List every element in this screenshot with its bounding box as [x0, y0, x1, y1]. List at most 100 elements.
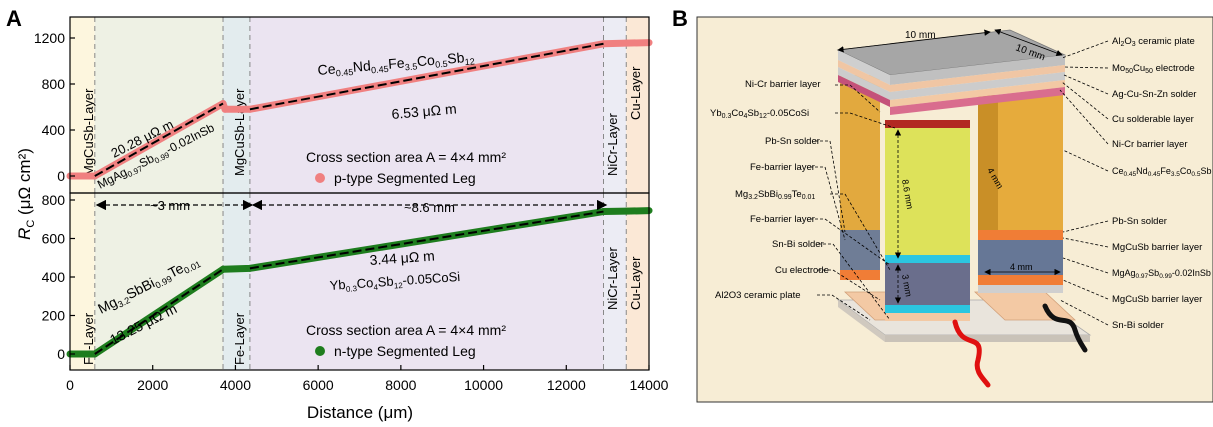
region-0	[70, 193, 95, 370]
fit-line-0	[94, 102, 224, 177]
right-leader-7	[1062, 237, 1109, 248]
left-label-9: Al2O3 ceramic plate	[715, 290, 801, 301]
left-leader-1	[835, 112, 896, 129]
left-label-7: Sn-Bi solder	[772, 239, 824, 250]
x-ticks: 0 2000 4000 6000 8000 10000 12000 14000	[66, 365, 669, 393]
top-layer-label-3: NiCr-Layer	[605, 112, 620, 176]
right-leader-6	[1062, 220, 1109, 233]
data-point-6	[622, 39, 630, 47]
left-leader-4	[830, 193, 891, 271]
right-leader-0	[1061, 40, 1109, 59]
right-label-10: MgCuSb barrier layer	[1112, 294, 1202, 305]
x-tick-label-4: 8000	[385, 377, 416, 393]
top-seg2-slope: 6.53 μΩ m	[391, 100, 457, 122]
left-label-6: Fe-barrier layer	[750, 214, 815, 225]
dim-top2-line	[994, 28, 1063, 57]
bottom-layer-label-2: Fe-Layer	[232, 312, 247, 365]
right-label-7: Pb-Sn solder	[1112, 216, 1167, 227]
right-leader-4	[1059, 89, 1109, 145]
black-wire	[1042, 303, 1088, 353]
region-4	[603, 193, 627, 370]
dim2-text: ~8.6 mm	[404, 200, 455, 215]
n-leg-front-lower	[885, 263, 970, 305]
red-wire	[952, 319, 991, 388]
right-leader-2	[1063, 74, 1109, 95]
fit-line-1	[249, 42, 604, 111]
x-axis-label: Distance (μm)	[307, 403, 413, 422]
y-tick-label-3: 600	[42, 231, 66, 247]
bottom-plot-frame	[69, 192, 650, 371]
right-leader-8	[1062, 257, 1109, 274]
x-tick-label-6: 12000	[547, 377, 586, 393]
y-tick-label-1: 200	[42, 308, 66, 324]
right-label-4: Cu solderable layer	[1112, 114, 1194, 125]
data-point-3	[221, 105, 229, 113]
fit-line-1	[249, 210, 604, 270]
p-type-legend-marker	[315, 173, 325, 183]
left-leader-lines	[810, 84, 896, 321]
left-leader-6	[818, 243, 891, 321]
right-label-2: Mo50Cu50 electrode	[1112, 63, 1195, 75]
region-0	[70, 17, 95, 193]
y-tick-label-0: 0	[57, 346, 65, 362]
region-5	[626, 193, 649, 370]
left-label-8: Cu electrode	[775, 265, 829, 276]
x-tick-label-7: 14000	[630, 377, 669, 393]
y-axis-label: RC (μΩ cm²)	[15, 148, 37, 240]
right-leader-lines	[1059, 40, 1109, 326]
right-label-3: Ag-Cu-Sn-Zn solder	[1112, 89, 1196, 100]
region-3	[249, 17, 604, 193]
y-tick-label-4: 800	[42, 192, 66, 208]
dim-top1-line	[837, 29, 991, 53]
bottom-layer-label-4: Cu-Layer	[628, 256, 643, 310]
left-leader-7	[818, 269, 881, 301]
n-leg-back-upper	[840, 75, 880, 230]
region-2	[223, 17, 250, 193]
top-plot-regions	[70, 17, 649, 193]
x-tick-label-0: 0	[66, 377, 74, 393]
y-tick-label-2: 400	[42, 269, 66, 285]
right-leader-1	[1063, 66, 1109, 69]
dim1-text: ~3 mm	[150, 198, 190, 213]
right-label-6: Ce0.45Nd0.45Fe3.5Co0.5Sb	[1112, 166, 1211, 178]
panel-a: MgCuSb-Layer MgCuSb-Layer NiCr-Layer Cu-…	[15, 16, 669, 422]
bottom-plot-boundaries	[94, 193, 627, 370]
p-type-legend-label: p-type Segmented Leg	[334, 170, 476, 186]
y-tick-label-3: 1200	[34, 30, 65, 46]
x-tick-label-1: 2000	[137, 377, 168, 393]
top-layer-label-1: MgCuSb-Layer	[81, 88, 96, 176]
y-tick-label-2: 800	[42, 76, 66, 92]
top-y-ticks: 0 400 800 1200	[34, 30, 75, 184]
bottom-plot-regions	[70, 193, 649, 370]
region-5	[626, 17, 649, 193]
right-leader-10	[1059, 299, 1109, 326]
left-leader-0	[835, 84, 881, 113]
top-layer-label-2: MgCuSb-Layer	[232, 88, 247, 176]
n-type-legend-marker	[315, 346, 325, 356]
left-leader-2	[815, 140, 846, 233]
panel-a-letter: A	[6, 6, 22, 31]
left-label-2: Yb0.3Co4Sb12-0.05CoSi	[710, 108, 809, 120]
left-label-3: Pb-Sn solder	[765, 136, 820, 147]
panel-b-letter: B	[672, 6, 688, 31]
region-2	[223, 193, 250, 370]
bottom-y-ticks: 0 200 400 600 800	[42, 192, 75, 362]
series-line	[70, 39, 650, 180]
left-leader-8	[817, 294, 871, 321]
p-type-series	[66, 39, 653, 180]
bottom-layer-label-3: NiCr-Layer	[605, 246, 620, 310]
y-tick-label-0: 0	[57, 168, 65, 184]
left-leader-3	[810, 166, 846, 241]
top-layer-label-4: Cu-Layer	[628, 66, 643, 120]
right-leader-9	[1062, 279, 1109, 300]
panel-b: 10 mm 10 mm 8.6 mm 4 mm 4 mm 3 mm Ni-Cr …	[696, 16, 1213, 403]
bottom-area-text: Cross section area A = 4×4 mm²	[306, 322, 506, 338]
region-4	[603, 17, 627, 193]
dim-top1-label: 10 mm	[905, 30, 936, 41]
bottom-seg2-slope: 3.44 μΩ m	[369, 247, 435, 268]
x-tick-label-5: 10000	[464, 377, 503, 393]
data-point-5	[622, 207, 630, 215]
left-leader-5	[810, 218, 891, 266]
right-label-11: Sn-Bi solder	[1112, 320, 1164, 331]
